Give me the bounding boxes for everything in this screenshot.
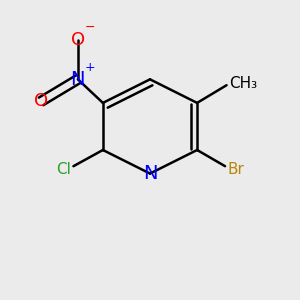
Text: CH₃: CH₃ <box>229 76 257 91</box>
Text: +: + <box>84 61 95 74</box>
Text: N: N <box>143 164 157 183</box>
Text: Br: Br <box>227 162 244 177</box>
Text: O: O <box>71 31 85 49</box>
Text: O: O <box>34 92 48 110</box>
Text: Cl: Cl <box>56 162 71 177</box>
Text: N: N <box>70 70 85 89</box>
Text: −: − <box>84 21 95 34</box>
